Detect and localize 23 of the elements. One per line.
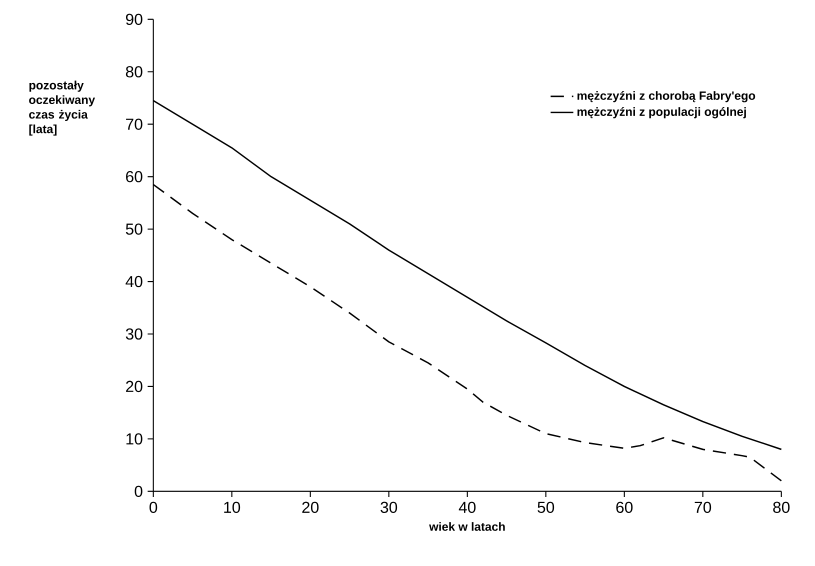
y-axis-title: pozostały oczekiwany czas życia [lata]: [29, 80, 96, 136]
legend-label: mężczyźni z chorobą Fabry'ego: [577, 90, 756, 102]
y-tick-label: 20: [126, 380, 142, 392]
x-axis-title: wiek w latach: [429, 522, 505, 531]
y-tick-label: 80: [126, 66, 142, 78]
x-tick-label: 80: [773, 502, 790, 513]
y-tick-label: 0: [134, 486, 142, 497]
x-tick-label: 50: [538, 502, 554, 513]
legend-label: mężczyźni z populacji ogólnej: [577, 107, 746, 118]
y-tick-label: 50: [126, 223, 142, 235]
x-tick-label: 20: [302, 502, 319, 513]
y-tick-label: 10: [126, 433, 142, 445]
y-tick-label: 70: [126, 118, 142, 130]
y-tick-label: 40: [126, 276, 142, 288]
y-tick-label: 60: [126, 171, 142, 182]
x-tick-label: 70: [694, 502, 712, 513]
x-tick-label: 40: [458, 502, 476, 513]
y-tick-label: 90: [126, 14, 142, 25]
x-tick-label: 10: [224, 502, 240, 513]
y-tick-label: 30: [126, 328, 142, 340]
x-tick-label: 30: [380, 502, 398, 513]
x-tick-label: 60: [616, 502, 633, 513]
x-tick-label: 0: [150, 502, 158, 513]
